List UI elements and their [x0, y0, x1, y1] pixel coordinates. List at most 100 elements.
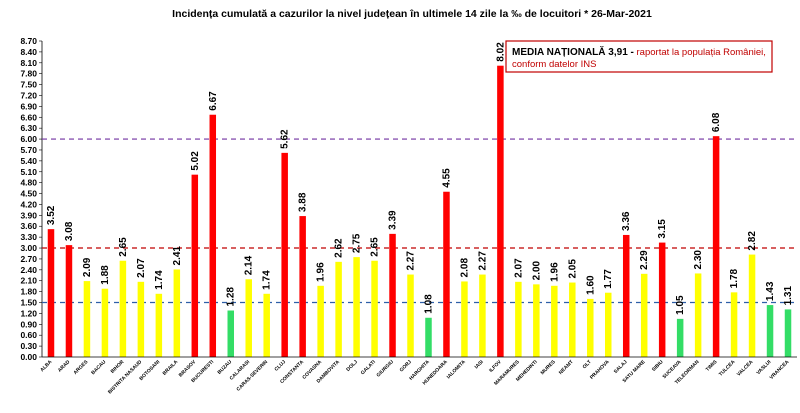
bar [173, 269, 181, 357]
bar [65, 245, 73, 357]
bar [605, 292, 612, 357]
bar [587, 298, 594, 357]
y-tick-label: 3.30 [20, 232, 37, 242]
bar-value-label: 3.39 [388, 210, 399, 230]
bar-value-label: 2.75 [352, 233, 363, 253]
x-tick-label: ILFOV [488, 359, 503, 374]
x-tick-label: NEAMT [558, 359, 575, 376]
y-tick-label: 2.70 [20, 254, 37, 264]
bar [83, 281, 91, 357]
y-tick-label: 1.80 [20, 287, 37, 297]
y-tick-label: 3.90 [20, 210, 37, 220]
bar-value-label: 1.77 [603, 269, 614, 289]
annotation-title: MEDIA NAȚIONALĂ 3,91 - [512, 45, 634, 58]
y-tick-label: 6.00 [20, 134, 37, 144]
bar-value-label: 2.29 [639, 250, 650, 270]
bar-value-label: 3.15 [657, 219, 668, 239]
value-labels: 3.52 3.08 2.09 1.88 2.65 2.07 1.74 2.41 5.02 6.67… [46, 42, 794, 315]
x-tick-label: PRAHOVA [589, 359, 611, 381]
bar [317, 285, 324, 357]
y-tick-label: 7.50 [20, 80, 37, 90]
bar [425, 317, 432, 357]
y-tick-label: 3.60 [20, 221, 37, 231]
bar [101, 288, 109, 357]
bar [443, 191, 450, 357]
bar-value-label: 4.55 [441, 168, 452, 188]
x-tick-label: OLT [582, 359, 593, 370]
bar-value-label: 1.96 [549, 262, 560, 282]
bar [191, 174, 199, 357]
y-tick-label: 5.10 [20, 167, 37, 177]
x-tick-label: GIURGIU [376, 359, 396, 379]
bar-value-label: 3.88 [298, 192, 309, 212]
y-tick-label: 7.80 [20, 69, 37, 79]
x-tick-label: MURES [540, 359, 557, 376]
bar-value-label: 2.27 [406, 251, 417, 271]
bar [497, 65, 504, 357]
x-tick-label: GALATI [360, 359, 378, 377]
y-tick-label: 8.70 [20, 36, 37, 46]
bars [47, 65, 792, 357]
bar [748, 254, 756, 357]
x-tick-label: CARAS-SEVERIN [236, 359, 270, 393]
x-tick-label: IALOMITA [446, 359, 467, 380]
x-tick-label: BACAU [90, 359, 107, 376]
annotation-line-1: MEDIA NAȚIONALĂ 3,91 - raportat la popul… [512, 45, 766, 58]
bar [784, 309, 792, 357]
x-tick-label: VALCEA [736, 359, 755, 378]
annotation-border [505, 40, 773, 73]
x-tick-label: ALBA [39, 359, 53, 373]
bar [766, 305, 774, 357]
bar-value-label: 1.60 [585, 275, 596, 295]
chart-title: Incidența cumulată a cazurilor la nivel … [172, 8, 652, 20]
bar-value-label: 2.08 [459, 258, 470, 278]
bar-value-label: 6.08 [711, 112, 722, 132]
x-tick-label: BIHOR [110, 359, 126, 375]
bar [622, 234, 630, 357]
bar [245, 279, 252, 357]
y-tick-label: 8.10 [20, 58, 37, 68]
bar-value-label: 2.09 [82, 257, 93, 277]
x-tick-label: VASLUI [756, 359, 773, 376]
bar-value-label: 3.08 [64, 221, 75, 241]
x-tick-label: VRANCEA [769, 359, 791, 381]
bar-value-label: 3.36 [621, 211, 632, 231]
y-tick-label: 1.50 [20, 298, 37, 308]
bar [730, 292, 738, 357]
bar [263, 293, 270, 357]
x-tick-label: IASI [474, 359, 486, 371]
y-tick-label: 1.20 [20, 308, 37, 318]
x-tick-label: BUZAU [217, 359, 234, 376]
bar [640, 273, 648, 357]
bar-value-label: 2.30 [693, 250, 704, 270]
bar [137, 281, 145, 357]
bar-value-label: 2.82 [747, 231, 758, 251]
x-tick-label: ARGES [73, 359, 90, 376]
y-tick-label: 4.20 [20, 199, 37, 209]
bar-value-label: 5.02 [190, 151, 201, 171]
bar [712, 136, 720, 357]
bar [461, 281, 468, 357]
y-tick-label: 6.90 [20, 101, 37, 111]
bar [227, 310, 234, 357]
bar [119, 260, 127, 357]
bar-value-label: 1.43 [765, 281, 776, 301]
x-tick-label: TULCEA [718, 359, 737, 378]
x-tick-label: CLUJ [274, 359, 288, 373]
bar [479, 274, 486, 357]
annotation-text-2: conform datelor INS [512, 59, 596, 70]
bar [389, 233, 396, 357]
bar-value-label: 1.74 [262, 270, 273, 290]
bar-value-label: 2.14 [244, 255, 255, 275]
y-tick-label: 4.50 [20, 189, 37, 199]
bar-value-label: 1.74 [154, 270, 165, 290]
bar-value-label: 1.08 [423, 294, 434, 314]
y-tick-label: 0.60 [20, 330, 37, 340]
bar-value-label: 2.27 [477, 251, 488, 271]
bar [371, 260, 378, 357]
x-tick-label: ARAD [57, 359, 72, 374]
bar [155, 293, 163, 357]
annotation-box: MEDIA NAȚIONALĂ 3,91 - raportat la popul… [505, 40, 773, 73]
bar-value-label: 6.67 [208, 91, 219, 111]
bar [281, 152, 288, 357]
